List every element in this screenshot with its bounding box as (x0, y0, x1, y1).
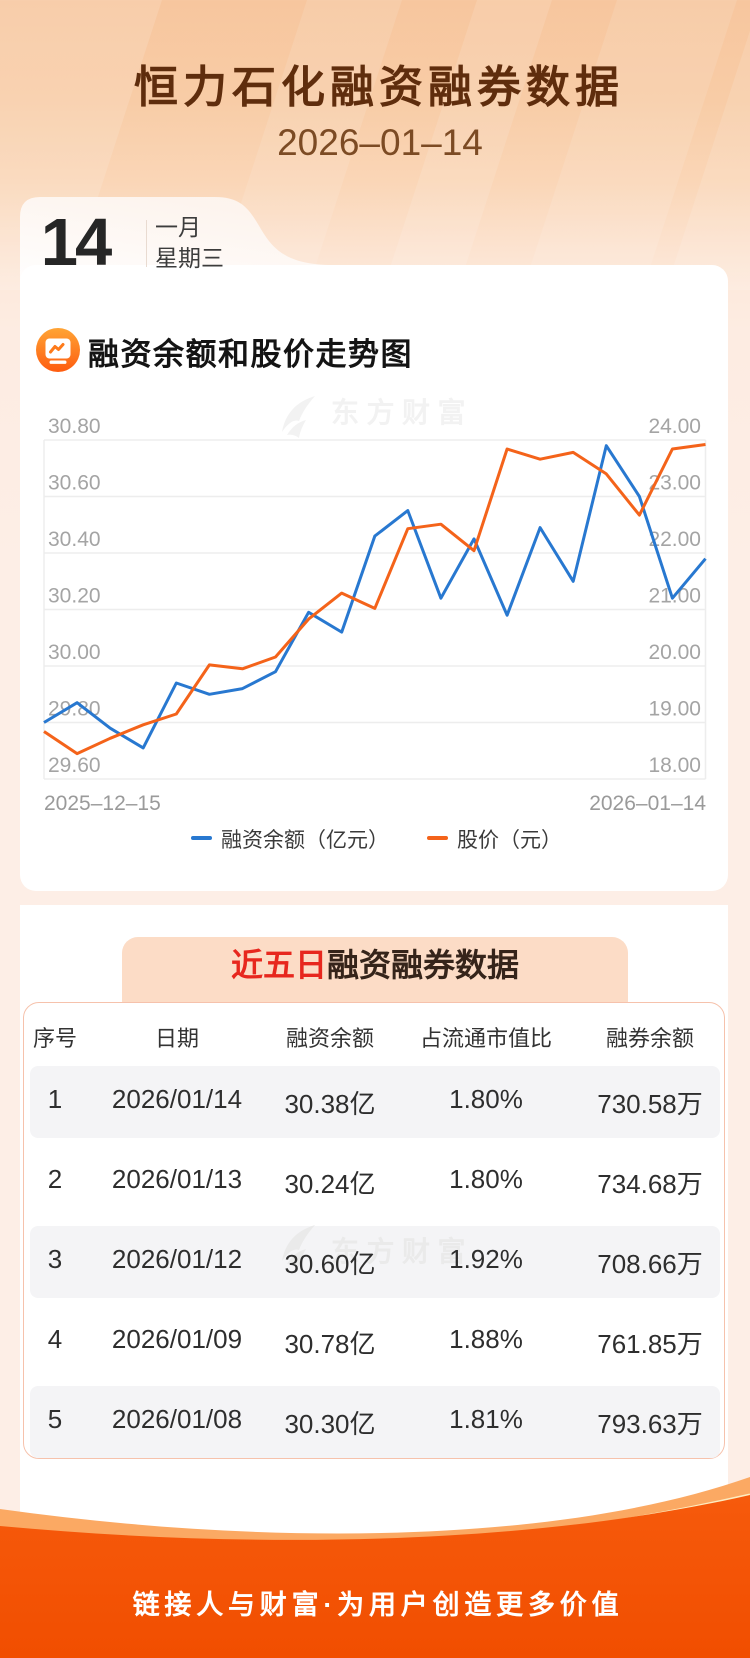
svg-text:融资余额（亿元）: 融资余额（亿元） (221, 829, 389, 852)
svg-text:30.60: 30.60 (48, 472, 101, 495)
svg-text:23.00: 23.00 (648, 472, 701, 495)
svg-text:18.00: 18.00 (648, 754, 701, 777)
svg-text:30.40: 30.40 (48, 528, 101, 551)
svg-text:30.20: 30.20 (48, 585, 101, 608)
svg-text:东方财富: 东方财富 (331, 396, 473, 428)
svg-text:东方财富: 东方财富 (331, 1235, 473, 1267)
svg-text:29.80: 29.80 (48, 698, 101, 721)
svg-text:2025–12–15: 2025–12–15 (44, 792, 161, 815)
svg-text:20.00: 20.00 (648, 641, 701, 664)
svg-text:29.60: 29.60 (48, 754, 101, 777)
svg-text:30.00: 30.00 (48, 641, 101, 664)
svg-text:19.00: 19.00 (648, 698, 701, 721)
svg-text:2026–01–14: 2026–01–14 (589, 792, 706, 815)
svg-text:股价（元）: 股价（元） (457, 829, 562, 852)
svg-text:22.00: 22.00 (648, 528, 701, 551)
svg-text:30.80: 30.80 (48, 415, 101, 438)
svg-text:24.00: 24.00 (648, 415, 701, 438)
